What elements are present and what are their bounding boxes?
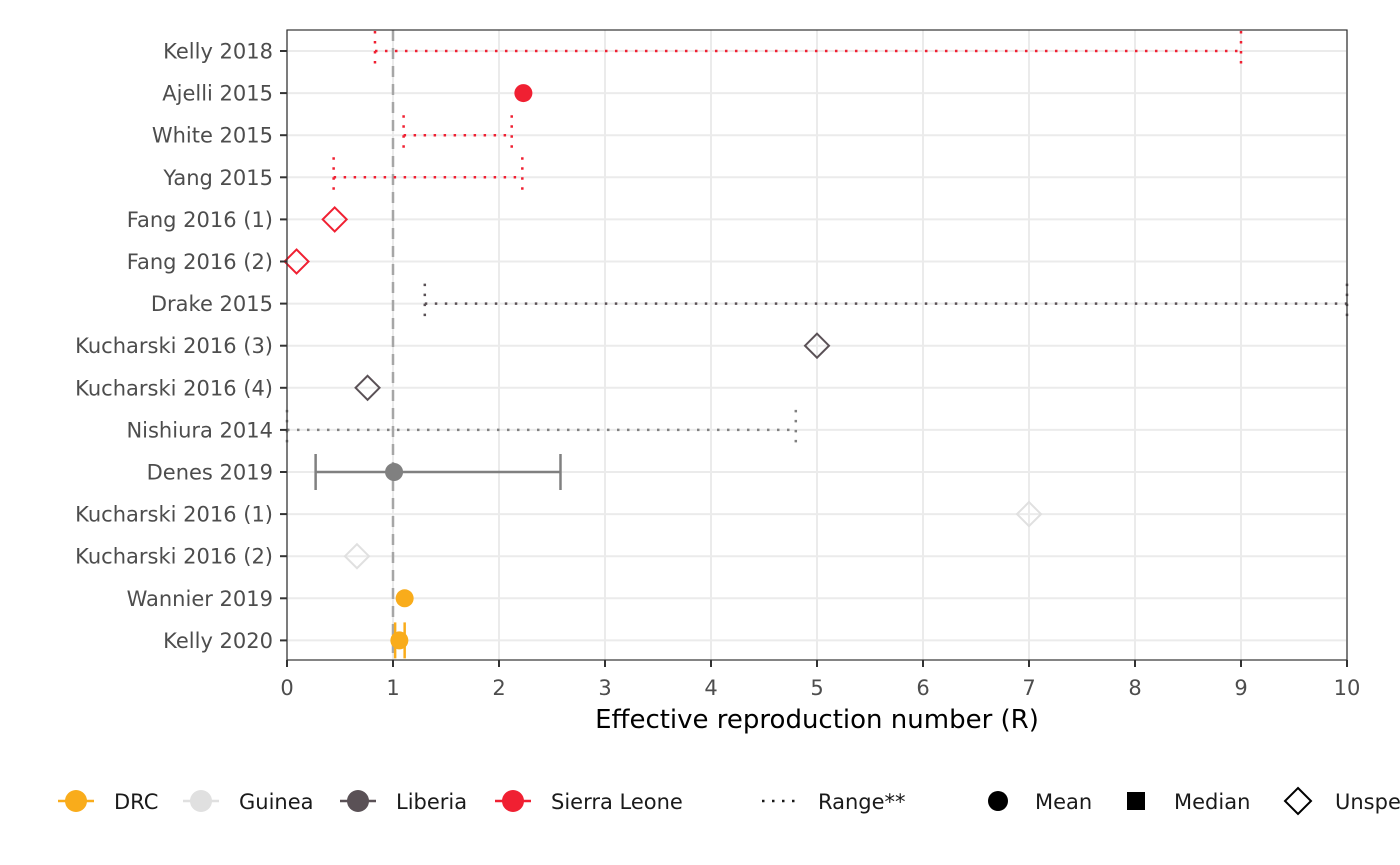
x-tick-label: 9 — [1234, 676, 1247, 700]
unspecified-point — [803, 332, 831, 360]
y-tick-label: Ajelli 2015 — [162, 82, 273, 106]
unspecified-point — [354, 374, 381, 402]
legend-item-drc: DRC — [58, 790, 158, 814]
y-tick-label: Nishiura 2014 — [126, 418, 273, 442]
legend-label: Unspe — [1335, 790, 1400, 814]
legend-swatch — [347, 790, 369, 812]
legend-item-diamond: Unspe — [1283, 786, 1400, 816]
legend-item-guinea: Guinea — [183, 790, 314, 814]
y-tick-label: Kucharski 2016 (2) — [75, 545, 273, 569]
y-tick-label: Kelly 2020 — [163, 629, 273, 653]
y-tick-label: Denes 2019 — [147, 461, 273, 485]
legend-item-square: Median — [1127, 790, 1250, 814]
x-axis-title: Effective reproduction number (R) — [595, 705, 1039, 735]
x-tick-label: 6 — [916, 676, 929, 700]
legend-item-liberia: Liberia — [340, 790, 467, 814]
legend-swatch — [65, 790, 87, 812]
y-tick-label: Yang 2015 — [162, 166, 273, 190]
unspecified-point — [321, 205, 349, 233]
legend-swatch — [190, 790, 212, 812]
y-tick-label: Drake 2015 — [151, 292, 273, 316]
y-tick-label: White 2015 — [152, 124, 273, 148]
x-tick-label: 8 — [1128, 676, 1141, 700]
y-tick-label: Kucharski 2016 (1) — [75, 503, 273, 527]
mean-point — [395, 589, 414, 608]
legend-square-icon — [1127, 792, 1145, 810]
legend-label: Mean — [1035, 790, 1092, 814]
legend-diamond-icon — [1283, 786, 1313, 816]
unspecified-point — [283, 248, 310, 275]
legend-label: Liberia — [396, 790, 467, 814]
y-tick-label: Kelly 2018 — [163, 40, 273, 64]
unspecified-point — [1015, 500, 1043, 528]
legend-item-sierra-leone: Sierra Leone — [495, 790, 683, 814]
unspecified-point — [343, 542, 371, 570]
legend-label: Guinea — [239, 790, 314, 814]
y-tick-label: Fang 2016 (1) — [127, 208, 273, 232]
legend-label: Sierra Leone — [551, 790, 683, 814]
mean-point — [385, 463, 404, 481]
legend-label: Range** — [818, 790, 906, 814]
legend-circle-icon — [988, 791, 1008, 811]
x-tick-label: 0 — [280, 676, 293, 700]
x-tick-label: 7 — [1022, 676, 1035, 700]
legend-label: DRC — [114, 790, 158, 814]
x-tick-label: 10 — [1334, 676, 1361, 700]
mean-point — [390, 631, 409, 650]
x-tick-label: 4 — [704, 676, 717, 700]
y-tick-label: Kucharski 2016 (3) — [75, 334, 273, 358]
x-tick-label: 5 — [810, 676, 823, 700]
legend-item-range: Range** — [762, 790, 906, 814]
legend-swatch — [502, 790, 524, 812]
y-tick-label: Wannier 2019 — [127, 587, 273, 611]
x-tick-label: 1 — [386, 676, 399, 700]
mean-point — [514, 84, 533, 103]
y-tick-label: Fang 2016 (2) — [127, 250, 273, 274]
legend-item-circle: Mean — [988, 790, 1092, 814]
x-tick-label: 3 — [598, 676, 611, 700]
legend: DRC Guinea Liberia Sierra Leone Range** Mean M… — [58, 786, 1400, 816]
legend-label: Median — [1174, 790, 1250, 814]
y-tick-label: Kucharski 2016 (4) — [75, 376, 273, 400]
x-tick-label: 2 — [492, 676, 505, 700]
